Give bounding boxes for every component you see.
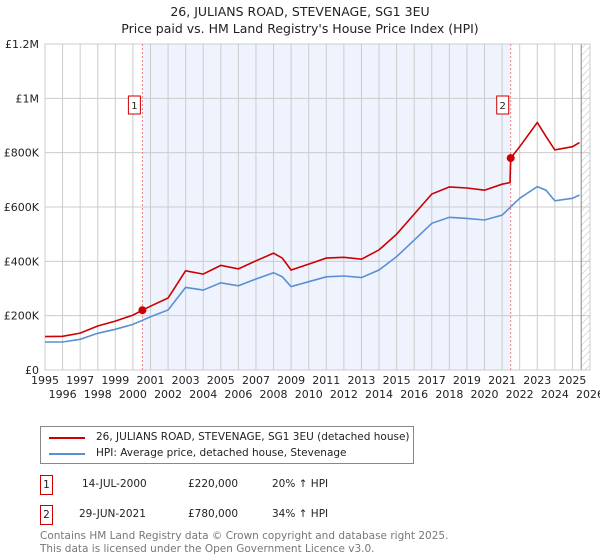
x-tick-label: 2005 (207, 374, 235, 387)
sale-date: 14-JUL-2000 (82, 478, 147, 490)
x-tick-label: 2022 (506, 388, 534, 401)
sale-price: £220,000 (188, 478, 239, 490)
legend-swatch-red (49, 436, 85, 439)
x-tick-label: 2017 (418, 374, 446, 387)
x-tick-label: 1997 (66, 374, 94, 387)
x-tick-label: 1996 (49, 388, 77, 401)
x-tick-label: 2006 (224, 388, 252, 401)
x-tick-label: 2013 (347, 374, 375, 387)
y-tick-label: £200K (4, 310, 40, 323)
legend-label: 26, JULIANS ROAD, STEVENAGE, SG1 3EU (de… (96, 431, 410, 443)
x-tick-label: 2024 (541, 388, 569, 401)
sale-row: 1 14-JUL-2000 £220,000 20% ↑ HPI (40, 475, 440, 495)
x-tick-label: 2021 (488, 374, 516, 387)
x-tick-label: 2001 (136, 374, 164, 387)
chart-title: 26, JULIANS ROAD, STEVENAGE, SG1 3EU (170, 4, 430, 19)
plot-frame (44, 43, 591, 371)
x-tick-label: 2007 (242, 374, 270, 387)
sale-date: 29-JUN-2021 (79, 508, 146, 520)
y-tick-label: £0 (25, 364, 39, 377)
footer-licence: This data is licensed under the Open Gov… (40, 543, 375, 555)
x-tick-label: 2019 (453, 374, 481, 387)
x-tick-label: 1998 (84, 388, 112, 401)
x-tick-label: 2023 (523, 374, 551, 387)
legend: 26, JULIANS ROAD, STEVENAGE, SG1 3EU (de… (40, 426, 414, 464)
x-tick-label: 2015 (383, 374, 411, 387)
sale-point (138, 306, 147, 315)
hpi-line (45, 185, 580, 343)
sale-marker-badge: 2 (40, 505, 53, 525)
y-tick-label: £600K (4, 201, 40, 214)
sale-hpi-diff: 20% ↑ HPI (272, 478, 329, 490)
sale-point (506, 154, 515, 163)
x-tick-label: 2010 (295, 388, 323, 401)
y-tick-label: £1M (16, 92, 40, 105)
legend-item-hpi: HPI: Average price, detached house, Stev… (49, 447, 347, 460)
x-tick-label: 2004 (189, 388, 217, 401)
x-tick-label: 2018 (435, 388, 463, 401)
legend-swatch-blue (49, 452, 85, 455)
x-tick-label: 2014 (365, 388, 393, 401)
x-tick-label: 1999 (101, 374, 129, 387)
x-tick-label: 2000 (119, 388, 147, 401)
x-tick-label: 2026 (576, 388, 600, 401)
x-tick-label: 2016 (400, 388, 428, 401)
sale-price: £780,000 (188, 508, 239, 520)
price-chart: 1995199619971998199920002001200220032004… (4, 38, 600, 401)
legend-label: HPI: Average price, detached house, Stev… (96, 447, 347, 459)
x-tick-label: 2025 (558, 374, 586, 387)
sale-label: 1 (131, 101, 137, 112)
x-tick-label: 2011 (312, 374, 340, 387)
y-tick-label: £400K (4, 255, 40, 268)
x-tick-label: 2009 (277, 374, 305, 387)
chart-subtitle: Price paid vs. HM Land Registry's House … (121, 21, 479, 36)
x-tick-label: 2012 (330, 388, 358, 401)
sale-row: 2 29-JUN-2021 £780,000 34% ↑ HPI (40, 505, 440, 525)
sale-marker-badge: 1 (40, 475, 53, 495)
y-tick-label: £1.2M (5, 38, 39, 51)
sale-label-box (127, 95, 141, 115)
x-tick-label: 2002 (154, 388, 182, 401)
x-tick-label: 2020 (471, 388, 499, 401)
sale-label: 2 (500, 101, 506, 112)
x-tick-label: 2008 (260, 388, 288, 401)
x-tick-label: 2003 (172, 374, 200, 387)
sale-label-box (496, 95, 510, 115)
x-tick-label: 1995 (31, 374, 59, 387)
legend-item-property: 26, JULIANS ROAD, STEVENAGE, SG1 3EU (de… (49, 431, 410, 444)
sale-hpi-diff: 34% ↑ HPI (272, 508, 329, 520)
y-tick-label: £800K (4, 147, 40, 160)
footer-copyright: Contains HM Land Registry data © Crown c… (40, 530, 449, 542)
